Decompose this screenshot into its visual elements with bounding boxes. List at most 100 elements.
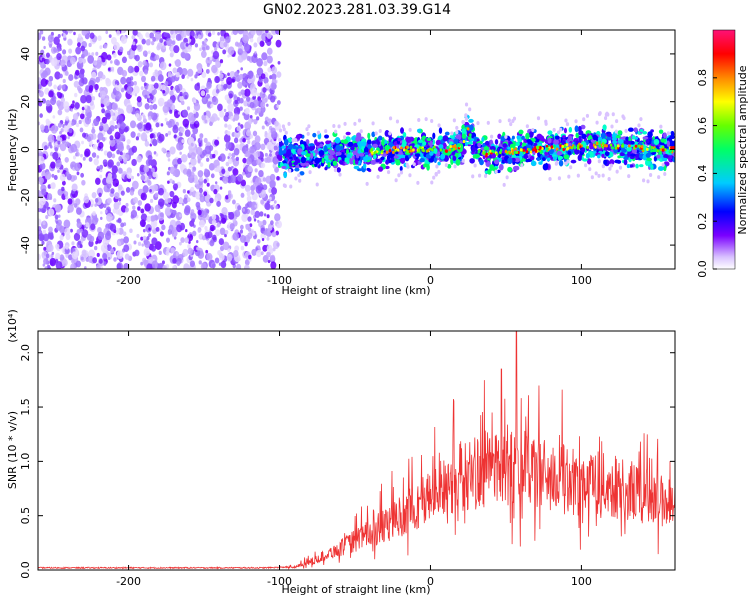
- ridge-point: [630, 153, 636, 157]
- noise-point: [200, 50, 207, 58]
- noise-point: [166, 99, 173, 108]
- ridge-point: [578, 136, 582, 144]
- noise-point: [219, 153, 226, 162]
- noise-point: [59, 169, 63, 174]
- noise-point: [76, 207, 82, 215]
- top-x-tick-label: 100: [571, 274, 592, 287]
- noise-point: [145, 32, 150, 38]
- noise-point: [146, 215, 152, 223]
- noise-point: [234, 71, 239, 78]
- ridge-point: [426, 137, 432, 142]
- noise-point: [159, 231, 164, 237]
- ridge-point: [617, 138, 624, 145]
- noise-point: [203, 137, 208, 144]
- ridge-point: [323, 145, 328, 153]
- ridge-point: [570, 159, 577, 164]
- noise-point: [272, 30, 276, 34]
- noise-point: [81, 229, 89, 238]
- ridge-core-point: [616, 144, 620, 148]
- ridge-core-point: [645, 147, 649, 151]
- noise-point: [113, 41, 120, 51]
- noise-point: [233, 137, 239, 144]
- noise-point: [155, 122, 160, 128]
- noise-point: [254, 204, 257, 208]
- ridge-core-point: [495, 152, 499, 156]
- noise-point: [198, 234, 203, 239]
- noise-point: [56, 91, 61, 97]
- ridge-halo-point: [282, 127, 286, 132]
- noise-point: [67, 38, 73, 46]
- noise-point: [264, 202, 271, 210]
- noise-point: [199, 219, 205, 228]
- noise-point: [200, 262, 207, 269]
- noise-point: [222, 241, 230, 251]
- noise-point: [162, 44, 166, 50]
- noise-point: [261, 237, 265, 242]
- noise-point: [163, 188, 167, 193]
- noise-point: [197, 209, 202, 216]
- noise-point: [216, 165, 222, 173]
- noise-point: [172, 265, 176, 269]
- noise-point: [233, 94, 237, 99]
- ridge-point: [328, 155, 334, 161]
- noise-point: [91, 52, 95, 56]
- noise-point: [137, 61, 143, 68]
- noise-point: [154, 69, 158, 74]
- noise-point: [131, 175, 134, 180]
- ridge-core-point: [614, 146, 618, 150]
- ridge-point: [629, 155, 635, 160]
- ridge-core-point: [392, 150, 395, 155]
- noise-point: [64, 121, 68, 126]
- ridge-halo-point: [332, 123, 336, 128]
- ridge-halo-point: [536, 116, 541, 121]
- noise-point: [189, 234, 193, 238]
- ridge-core-point: [428, 147, 432, 151]
- noise-point: [211, 96, 219, 106]
- ridge-point: [309, 147, 314, 151]
- noise-point: [100, 121, 104, 126]
- noise-point: [133, 85, 140, 94]
- ridge-halo-point: [461, 158, 465, 163]
- ridge-point: [497, 133, 502, 140]
- noise-point: [219, 40, 226, 49]
- noise-point: [48, 226, 53, 233]
- ridge-core-point: [634, 144, 638, 148]
- ridge-point: [288, 143, 294, 149]
- noise-point: [41, 188, 47, 196]
- noise-point: [272, 163, 277, 169]
- noise-point: [197, 170, 204, 178]
- ridge-core-point: [433, 145, 436, 149]
- ridge-point: [385, 159, 390, 165]
- ridge-core-point: [487, 152, 491, 156]
- ridge-point: [359, 152, 365, 157]
- noise-point: [159, 212, 164, 218]
- ridge-point: [352, 150, 357, 156]
- ridge-point: [663, 153, 669, 159]
- ridge-core-point: [469, 133, 472, 137]
- noise-point: [265, 227, 268, 232]
- noise-point: [268, 187, 273, 194]
- noise-point: [154, 204, 161, 213]
- noise-point: [38, 101, 43, 107]
- noise-point: [92, 257, 98, 264]
- noise-point: [93, 158, 99, 166]
- noise-point: [156, 44, 161, 51]
- bottom-y-tick-label: 1.0: [19, 453, 32, 471]
- ridge-point: [659, 154, 665, 159]
- ridge-point: [597, 154, 601, 159]
- noise-point: [209, 239, 215, 247]
- noise-point: [157, 74, 164, 82]
- ridge-point: [669, 135, 675, 140]
- noise-point: [227, 46, 235, 56]
- noise-point: [149, 189, 152, 193]
- ridge-halo-point: [453, 164, 457, 169]
- noise-point: [39, 113, 43, 118]
- noise-point: [99, 164, 104, 170]
- noise-point: [79, 113, 85, 120]
- noise-point: [115, 91, 122, 100]
- ridge-point: [515, 141, 520, 147]
- noise-point: [55, 159, 62, 168]
- ridge-point: [295, 134, 301, 140]
- noise-point: [276, 223, 280, 228]
